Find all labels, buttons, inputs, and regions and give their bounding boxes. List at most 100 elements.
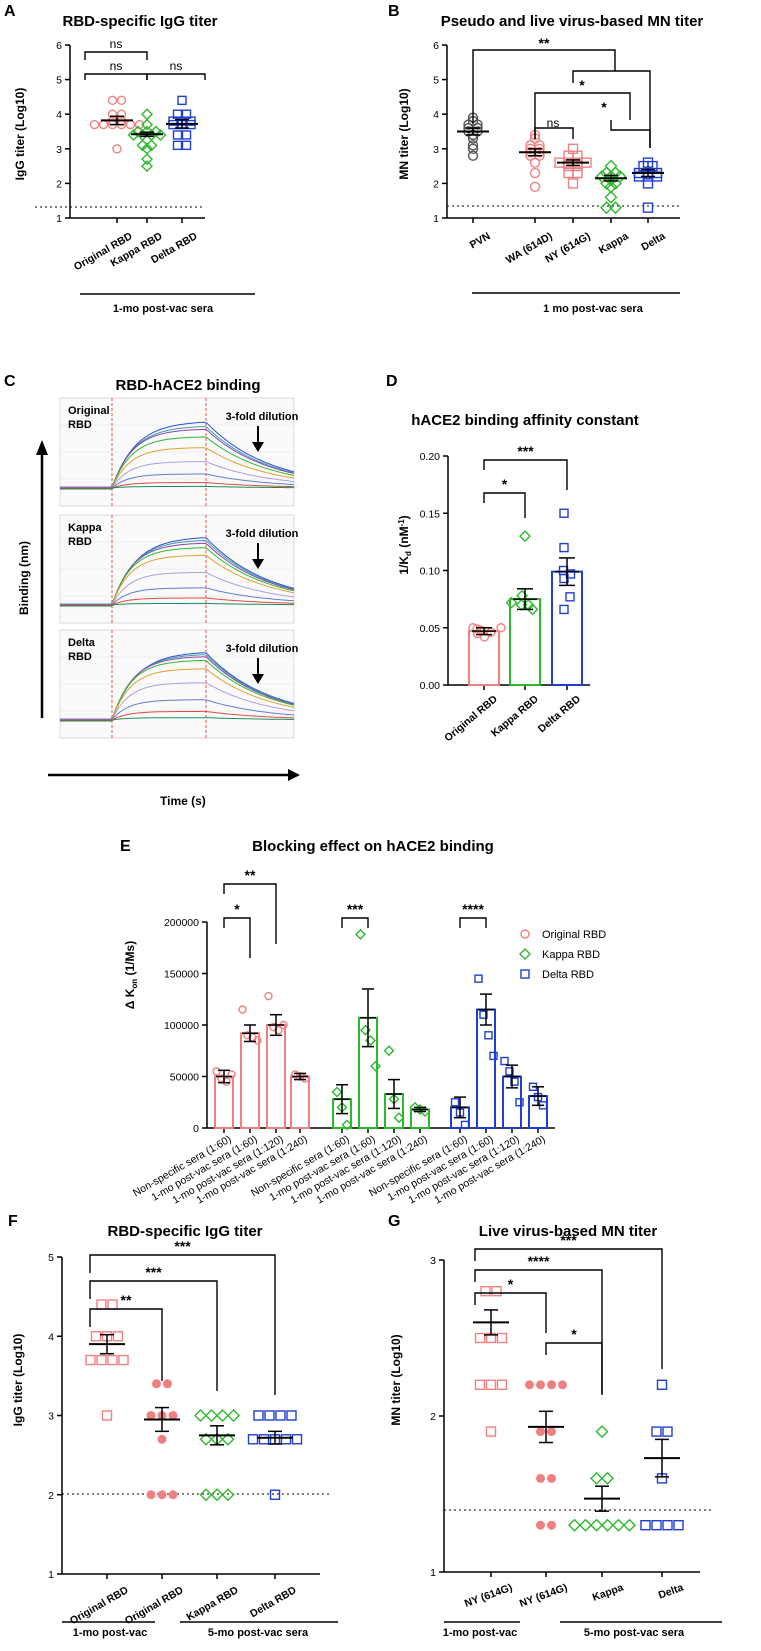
panel-a-comp-1-bracket [84, 51, 148, 60]
panel-a-point [177, 95, 187, 106]
panel-f-point [286, 1410, 297, 1421]
panel-f-point [101, 1410, 113, 1421]
panel-f-point [216, 1409, 229, 1422]
panel-a-point [132, 125, 144, 138]
panel-e-point [515, 1098, 524, 1107]
panel-d-ylabel: 1/Kd (nM-1) [397, 515, 413, 574]
panel-g-point [536, 1380, 545, 1390]
panel-b-point [467, 150, 479, 161]
panel-c-ylabel: Binding (nm) [17, 541, 31, 615]
panel-label-g: G [388, 1213, 400, 1230]
panel-b-category-label: Delta [639, 230, 667, 253]
panel-g-comp-2-bracket [474, 1269, 603, 1395]
panel-b-comp-3-bracket [534, 92, 631, 139]
panel-e-bar [266, 1024, 286, 1129]
panel-g-point [673, 1519, 684, 1531]
panel-f-point [112, 1331, 124, 1342]
panel-b-point [563, 167, 574, 179]
panel-b-point [609, 201, 622, 215]
panel-a-point [141, 108, 153, 121]
panel-e-point [274, 1025, 283, 1035]
panel-g-point [640, 1519, 651, 1531]
panel-d-point [505, 596, 518, 609]
panel-f-point [118, 1354, 129, 1366]
panel-g-point [656, 1379, 668, 1391]
panel-f-point [157, 1434, 167, 1444]
panel-label-c: C [4, 373, 16, 390]
panel-e-comp-2-label: ** [245, 867, 256, 883]
panel-a-point [145, 139, 158, 152]
panel-c-dilution-annotation: 3-fold dilution [226, 411, 299, 423]
panel-g-point [474, 1379, 486, 1391]
panel-f-point [152, 1379, 161, 1389]
panel-g-category-label: NY (614G) [518, 1582, 569, 1610]
panel-b-category-label: Kappa [597, 230, 631, 257]
panel-a-y-tick-label: 2 [56, 178, 62, 190]
panel-c-dilution-annotation: 3-fold dilution [226, 643, 299, 655]
panel-d-point [559, 573, 569, 584]
panel-g-point [579, 1518, 592, 1532]
panel-e-point [460, 1120, 470, 1130]
panel-e-point [510, 1077, 519, 1086]
panel-a-point [172, 140, 183, 151]
panel-b-point [642, 202, 654, 213]
panel-a-comp-2-bracket [84, 73, 148, 80]
panel-f-point [247, 1434, 259, 1445]
panel-g-point [595, 1425, 609, 1439]
panel-e-bar [240, 1032, 260, 1129]
panel-e-bar [476, 1008, 496, 1129]
panel-g-point [547, 1380, 556, 1390]
panel-d-point [565, 592, 575, 602]
panel-e-point [393, 1112, 405, 1124]
panel-g-ylabel: MN titer (Log10) [389, 1334, 403, 1425]
panel-f-point [253, 1410, 264, 1421]
panel-f-point [194, 1409, 207, 1422]
panel-g-point [612, 1518, 625, 1532]
panel-c-xlabel: Time (s) [160, 794, 206, 808]
panel-g-y-tick-label: 2 [430, 1411, 436, 1423]
panel-g-point [623, 1518, 636, 1532]
panel-f-comp-1-label: ** [121, 1292, 132, 1308]
panel-b-point [467, 143, 479, 155]
panel-g-comp-1-bracket [474, 1292, 547, 1333]
panel-e-comp-2-bracket [223, 883, 277, 944]
panel-a-point [150, 125, 162, 138]
panel-f-comp-2-label: *** [145, 1264, 162, 1280]
panel-f-category-label: Original RBD [123, 1584, 186, 1627]
panel-a-point [141, 118, 153, 131]
panel-f-comp-1-bracket [89, 1308, 163, 1381]
panel-b-point [529, 181, 541, 193]
panel-a-title: RBD-specific IgG titer [62, 13, 217, 30]
panel-a-y-tick-label: 4 [56, 109, 62, 121]
panel-f-point [258, 1434, 270, 1445]
panel-e-point [489, 1051, 498, 1061]
panel-c-x-arrowhead [288, 769, 300, 781]
panel-d-point [496, 623, 506, 633]
panel-label-a: A [4, 3, 16, 20]
panel-f-point [107, 1354, 118, 1366]
panel-e-y-tick-label: 100000 [164, 1020, 199, 1032]
panel-g-point [474, 1332, 486, 1344]
panel-d-ylabel-sup: -1 [397, 519, 406, 527]
panel-e-point [505, 1067, 514, 1076]
panel-d-ylabel-end: ) [397, 515, 411, 519]
panel-f-point [163, 1379, 172, 1389]
panel-g-point [651, 1426, 662, 1437]
panel-b-point [529, 167, 541, 179]
panel-b-comp-3-label: ns [547, 116, 560, 130]
panel-b-point [529, 157, 541, 168]
panel-f-category-label: Kappa RBD [184, 1584, 240, 1623]
panel-a-point [181, 140, 192, 151]
panel-e-point [227, 1070, 236, 1079]
panel-b-point [472, 119, 483, 130]
panel-f-y-tick-label: 5 [48, 1252, 54, 1264]
panel-e-point [300, 1074, 310, 1083]
panel-g-point [547, 1520, 556, 1530]
panel-f-point [291, 1434, 303, 1445]
panel-f-group-label-2: 5-mo post-vac sera [208, 1627, 309, 1639]
panel-g-point [485, 1426, 497, 1437]
panel-b-y-tick-label: 5 [433, 75, 439, 87]
panel-label-f: F [8, 1213, 18, 1230]
